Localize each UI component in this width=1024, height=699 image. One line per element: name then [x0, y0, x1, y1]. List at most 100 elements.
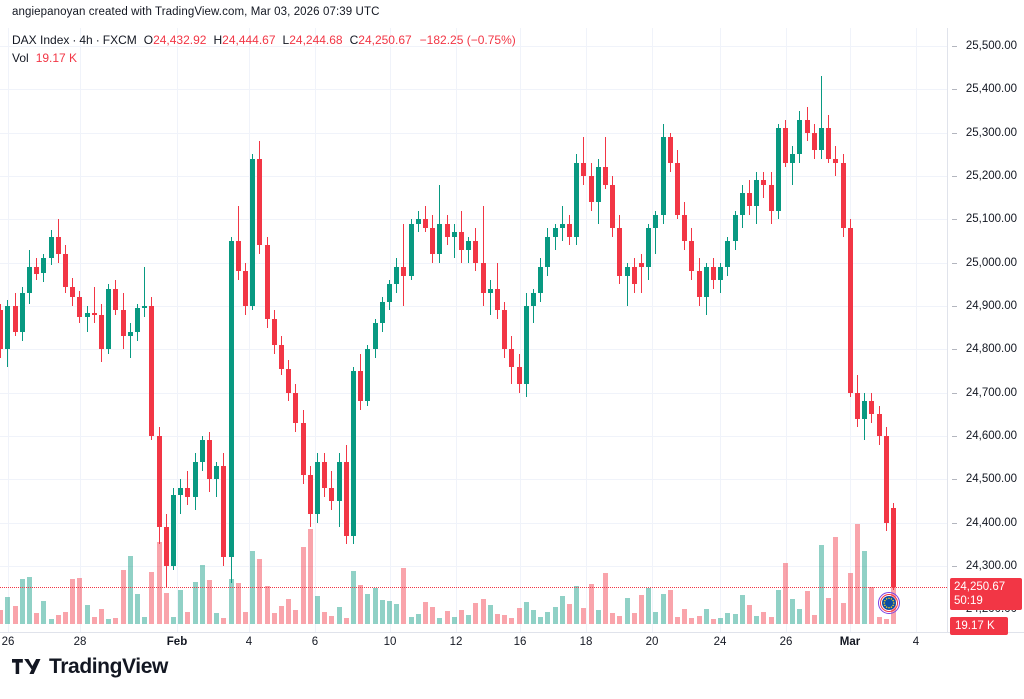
legend-close-label: C — [349, 33, 359, 47]
candle-body — [675, 163, 680, 215]
candle-body — [113, 288, 119, 311]
candle-body — [747, 193, 752, 207]
legend-open-value: 24,432.92 — [153, 33, 207, 47]
volume-bar — [682, 609, 688, 624]
volume-bar — [379, 600, 385, 624]
volume-bar — [322, 612, 328, 624]
volume-bar — [27, 576, 32, 624]
volume-bar — [689, 618, 695, 624]
gridline-vertical — [315, 28, 316, 632]
candle-wick — [641, 254, 642, 293]
gridline-vertical — [786, 28, 787, 632]
volume-bar — [423, 602, 428, 624]
eu-flag-icon[interactable] — [878, 592, 900, 614]
volume-bar — [387, 600, 392, 624]
candle-body — [783, 128, 788, 163]
legend-symbol[interactable]: DAX Index — [12, 33, 70, 47]
volume-bar — [99, 609, 104, 624]
candle-body — [358, 371, 364, 402]
gridline-vertical — [916, 28, 917, 632]
volume-bar — [250, 550, 256, 624]
candle-body — [12, 306, 18, 332]
price-axis[interactable]: 24,200.00 24,250.67 50:19 19.17 K 25,500… — [947, 28, 1024, 636]
legend-ohlc-row: DAX Index · 4h · FXCM O 24,432.92 H 24,444… — [12, 32, 516, 48]
candle-body — [286, 368, 292, 393]
marker-ring-outer — [878, 592, 900, 614]
volume-bar — [480, 598, 486, 624]
price-tick: 25,300.00 — [951, 127, 1017, 139]
volume-bar — [192, 582, 198, 624]
candle-body — [221, 466, 227, 558]
volume-bar — [228, 578, 234, 624]
time-tick: 26 — [779, 636, 793, 648]
volume-bar — [70, 579, 76, 624]
volume-badge: 19.17 K — [950, 617, 1008, 636]
candle-wick — [468, 236, 470, 263]
legend-high-label: H — [213, 33, 223, 47]
volume-bar — [91, 617, 97, 624]
time-tick: 18 — [579, 636, 593, 648]
volume-bar — [48, 619, 54, 624]
chart-frame: DAX Index · 4h · FXCM O 24,432.92 H 24,444… — [0, 28, 1024, 636]
volume-bar — [19, 579, 25, 624]
candle-wick — [144, 267, 146, 317]
legend-interval[interactable]: 4h — [79, 33, 93, 47]
volume-bar — [63, 611, 68, 624]
volume-bar — [351, 571, 356, 624]
candle-body — [819, 128, 824, 150]
candle-body — [826, 128, 832, 159]
candle-body — [790, 154, 796, 163]
volume-bar — [631, 612, 637, 624]
gridline-vertical — [652, 28, 653, 632]
candle-body — [646, 228, 652, 267]
candle-body — [581, 163, 587, 176]
price-tick-dash — [951, 89, 957, 91]
gridline-vertical — [390, 28, 391, 632]
legend-separator-2: · — [95, 33, 100, 47]
volume-bar — [545, 612, 551, 624]
candle-body — [811, 132, 817, 150]
legend-volume-label: Vol — [12, 51, 29, 65]
volume-bar — [660, 593, 666, 624]
volume-bar — [41, 601, 47, 624]
legend-low-value: 24,244.68 — [289, 33, 343, 47]
price-tick: 25,200.00 — [951, 170, 1017, 182]
last-price-value: 24,250.67 — [954, 581, 1006, 594]
candle-wick — [489, 280, 491, 315]
price-tick: 24,900.00 — [951, 300, 1017, 312]
time-tick: 24 — [713, 636, 727, 648]
volume-bar — [761, 611, 767, 624]
candle-body — [257, 158, 263, 246]
volume-bar — [293, 610, 299, 624]
price-tick: 25,500.00 — [951, 40, 1017, 52]
price-tick-dash — [951, 46, 957, 47]
candle-body — [264, 245, 270, 319]
candle-body — [538, 267, 544, 293]
volume-bar — [567, 603, 572, 624]
time-tick: 10 — [383, 636, 397, 648]
time-axis[interactable]: 26 28 Feb 4 6 10 12 16 18 20 24 26 Mar 4 — [0, 632, 1024, 655]
gridline-horizontal — [0, 522, 947, 524]
price-tick-dash — [951, 132, 957, 134]
candle-body — [171, 494, 176, 566]
candle-wick — [482, 206, 484, 306]
volume-bar — [739, 595, 745, 624]
volume-bar — [711, 618, 716, 624]
gridline-vertical — [720, 28, 721, 632]
volume-bar — [466, 614, 472, 624]
candle-body — [214, 466, 220, 480]
candle-body — [430, 228, 436, 254]
volume-bar — [509, 618, 515, 624]
volume-bar — [552, 607, 558, 624]
candle-body — [775, 128, 781, 211]
candle-wick — [216, 462, 218, 497]
volume-bar — [55, 614, 61, 624]
volume-bar — [653, 611, 659, 624]
chart-plot-area[interactable] — [0, 28, 947, 632]
candle-body — [531, 293, 536, 306]
volume-bar — [77, 577, 83, 624]
candle-body — [156, 436, 162, 527]
legend-open-label: O — [143, 33, 154, 47]
candle-body — [322, 462, 328, 488]
candle-body — [127, 332, 133, 337]
